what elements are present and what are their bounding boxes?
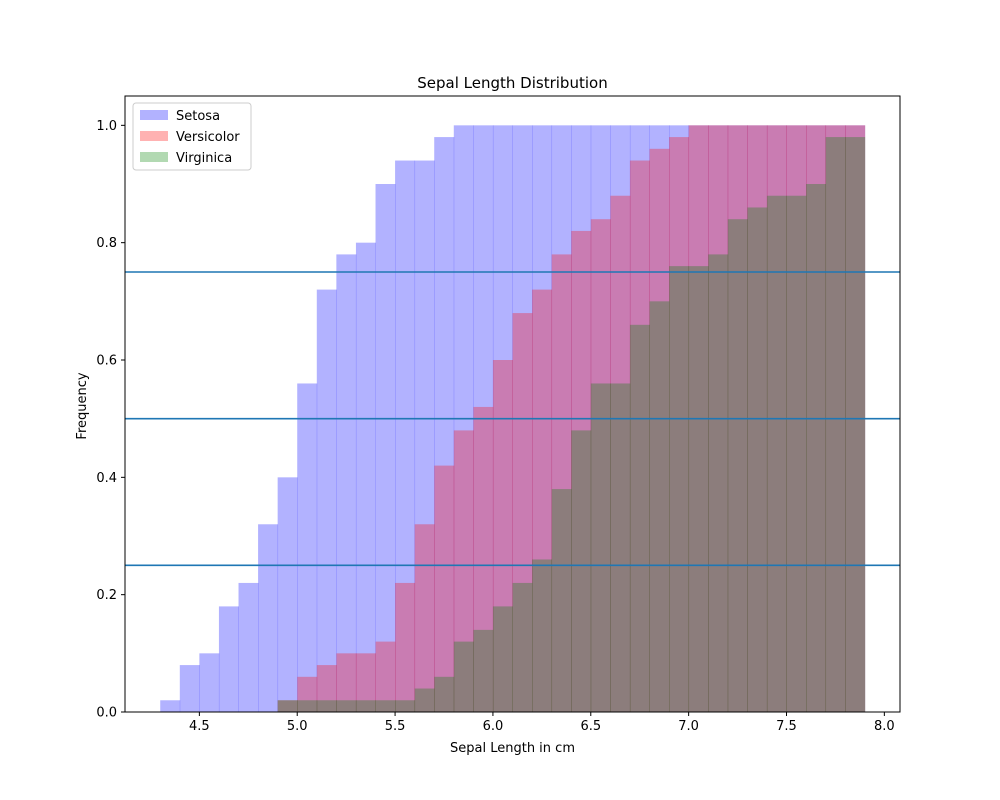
bar-virginica: [434, 677, 454, 712]
y-tick-label: 1.0: [96, 119, 117, 134]
bar-virginica: [610, 383, 630, 712]
bar-virginica: [767, 196, 787, 712]
bar-setosa: [160, 700, 180, 712]
legend-swatch-setosa: [140, 110, 168, 120]
x-tick-label: 8.0: [874, 719, 895, 734]
bar-virginica: [532, 559, 552, 712]
legend-label-virginica: Virginica: [176, 151, 232, 166]
bar-setosa: [258, 524, 278, 712]
bar-virginica: [395, 700, 415, 712]
bar-virginica: [708, 254, 728, 712]
bar-setosa: [376, 184, 396, 712]
bar-virginica: [649, 301, 669, 712]
bar-virginica: [278, 700, 298, 712]
y-tick-label: 0.2: [96, 588, 117, 603]
bar-virginica: [669, 266, 689, 712]
y-axis-label: Frequency: [75, 372, 90, 439]
bar-setosa: [317, 290, 337, 712]
x-tick-label: 6.0: [483, 719, 504, 734]
bar-virginica: [356, 700, 376, 712]
x-tick-label: 5.5: [385, 719, 406, 734]
bar-setosa: [356, 243, 376, 712]
legend: Setosa Versicolor Virginica: [133, 103, 251, 170]
chart-title: Sepal Length Distribution: [417, 74, 607, 92]
bar-setosa: [336, 254, 356, 712]
bar-virginica: [571, 430, 591, 712]
bar-virginica: [473, 630, 493, 712]
bar-virginica: [591, 383, 611, 712]
y-tick-label: 0.0: [96, 706, 117, 721]
bar-versicolor: [434, 466, 454, 712]
x-tick-label: 6.5: [580, 719, 601, 734]
bar-setosa: [180, 665, 200, 712]
y-tick-label: 0.4: [96, 471, 117, 486]
bar-versicolor: [415, 524, 435, 712]
x-tick-label: 7.5: [776, 719, 797, 734]
legend-swatch-versicolor: [140, 131, 168, 141]
bar-virginica: [513, 583, 533, 712]
bar-setosa: [278, 477, 298, 712]
bar-virginica: [747, 207, 767, 712]
bar-virginica: [806, 184, 826, 712]
bar-virginica: [728, 219, 748, 712]
legend-label-setosa: Setosa: [176, 109, 220, 124]
bar-virginica: [552, 489, 572, 712]
bar-virginica: [454, 642, 474, 712]
bar-virginica: [493, 606, 513, 712]
bar-versicolor: [395, 583, 415, 712]
bar-setosa: [199, 653, 219, 712]
bar-setosa: [219, 606, 239, 712]
bar-virginica: [336, 700, 356, 712]
bar-virginica: [317, 700, 337, 712]
bar-virginica: [786, 196, 806, 712]
bar-virginica: [415, 689, 435, 712]
y-tick-label: 0.6: [96, 354, 117, 369]
bar-virginica: [845, 137, 865, 712]
bar-setosa: [239, 583, 259, 712]
bar-virginica: [689, 266, 709, 712]
x-tick-label: 4.5: [189, 719, 210, 734]
legend-label-versicolor: Versicolor: [176, 130, 240, 145]
y-tick-label: 0.8: [96, 236, 117, 251]
x-tick-label: 7.0: [678, 719, 699, 734]
bar-virginica: [297, 700, 317, 712]
bar-virginica: [630, 325, 650, 712]
bar-virginica: [376, 700, 396, 712]
legend-swatch-virginica: [140, 152, 168, 162]
x-axis-label: Sepal Length in cm: [450, 741, 575, 756]
bar-setosa: [297, 383, 317, 712]
x-tick-label: 5.0: [287, 719, 308, 734]
bar-virginica: [826, 137, 846, 712]
